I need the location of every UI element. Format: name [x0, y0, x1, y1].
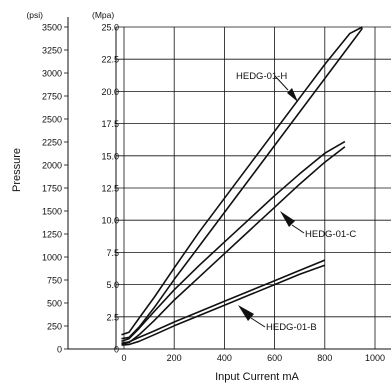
annotation-hedg-01-b: HEDG-01-B: [266, 322, 317, 333]
y-left-tick-label: 1500: [42, 207, 62, 217]
y-left-tick-label: 2500: [42, 115, 62, 125]
tick-layer: 0 200 400 600 800 1000 0 2.5 5.0 7.5 10.0 12.5 15.0 1…: [42, 23, 385, 364]
annotation-layer: HEDG-01-H HEDG-01-C HEDG-01-B: [236, 71, 356, 333]
x-tick-label: 0: [121, 353, 126, 363]
y-left-tick-label: 1000: [42, 253, 62, 263]
y-left-tick-label: 750: [47, 276, 62, 286]
y-left-tick-label: 2750: [42, 92, 62, 102]
y-left-tick-label: 3500: [42, 23, 62, 33]
y-right-tick-label: 22.5: [101, 55, 119, 65]
y-right-tick-label: 5.0: [106, 280, 119, 290]
y-right-tick-label: 20.0: [101, 87, 119, 97]
x-tick-label: 400: [217, 353, 232, 363]
y-left-tick-label: 3000: [42, 69, 62, 79]
x-tick-label: 600: [267, 353, 282, 363]
y-left-tick-label: 3250: [42, 46, 62, 56]
annotation-hedg-01-h-arrow: [287, 88, 298, 102]
series-layer: [121, 26, 364, 346]
series-hedg-01-b-lower: [121, 264, 326, 346]
x-tick-label: 800: [317, 353, 332, 363]
series-hedg-01-h-lower: [121, 27, 364, 340]
label-layer: (psi) (Mpa) Input Current mA Pressure: [11, 10, 300, 383]
y-left-tick-label: 1750: [42, 184, 62, 194]
y-left-tick-label: 2250: [42, 138, 62, 148]
annotation-hedg-01-b-arrow: [238, 305, 254, 321]
y-right-tick-label: 15.0: [101, 151, 119, 161]
y-right-tick-label: 12.5: [101, 184, 119, 194]
grid-layer: [67, 17, 391, 350]
y-left-tick-label: 500: [47, 299, 62, 309]
annotation-hedg-01-b-leader: [250, 317, 266, 328]
y-right-tick-label: 10.0: [101, 216, 119, 226]
x-tick-label: 200: [167, 353, 182, 363]
series-hedg-01-h-upper: [121, 26, 363, 336]
y-right-tick-label: 2.5: [106, 312, 119, 322]
y-right-tick-label: 25.0: [101, 23, 119, 33]
y-left-tick-label: 0: [57, 345, 62, 355]
y-right-tick-label: 0: [114, 345, 119, 355]
annotation-hedg-01-h: HEDG-01-H: [236, 71, 287, 82]
x-axis-label: Input Current mA: [215, 371, 299, 383]
series-hedg-01-b-upper: [121, 259, 326, 344]
y-left-tick-label: 250: [47, 322, 62, 332]
right-axis-unit: (Mpa): [92, 10, 114, 20]
left-axis-unit: (psi): [26, 10, 43, 20]
y-left-tick-label: 1250: [42, 230, 62, 240]
annotation-hedg-01-c-arrow: [280, 211, 295, 227]
annotation-hedg-01-c: HEDG-01-C: [305, 229, 356, 240]
series-hedg-01-c-upper: [121, 140, 346, 343]
annotation-hedg-01-h-leader: [274, 75, 289, 91]
y-right-tick-label: 17.5: [101, 119, 119, 129]
y-axis-label: Pressure: [11, 148, 23, 192]
y-right-tick-label: 7.5: [106, 248, 119, 258]
annotation-hedg-01-c-leader: [291, 224, 305, 234]
y-left-tick-label: 2000: [42, 161, 62, 171]
x-tick-label: 1000: [365, 353, 385, 363]
series-hedg-01-c-lower: [121, 146, 346, 345]
